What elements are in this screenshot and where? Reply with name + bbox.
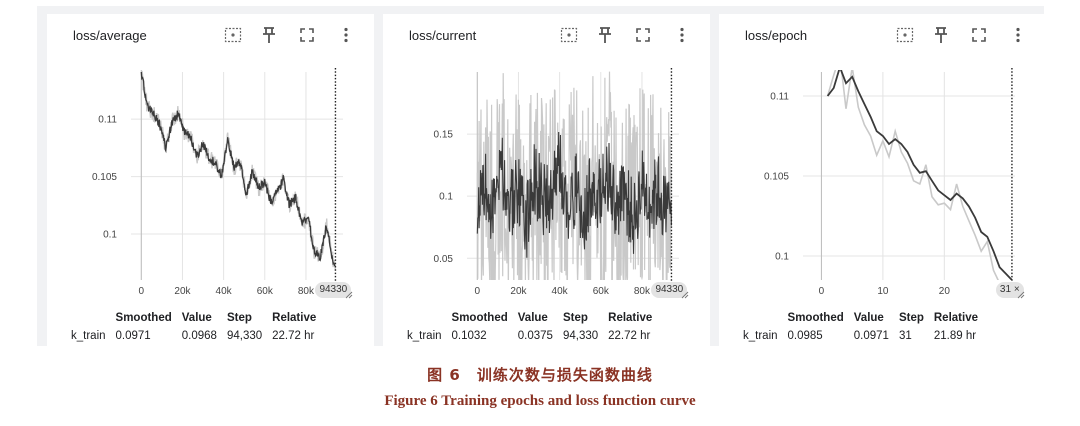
chart-card: loss/epoch 0 10 20 0.1 0.105 0.11 31 × Smoothed V… xyxy=(719,14,1046,346)
stats-column-header: Step xyxy=(226,312,252,324)
x-tick-label: 40k xyxy=(216,286,233,297)
stats-step-cell: 94,330 xyxy=(226,330,263,342)
x-tick-label: 20 xyxy=(939,286,951,297)
stats-value-cell: 0.0971 xyxy=(853,330,889,342)
stats-relative-cell: 22.72 hr xyxy=(272,330,315,342)
stats-smoothed-cell: 0.1032 xyxy=(451,330,487,342)
stats-column-header: Relative xyxy=(272,312,317,324)
stats-column-header: Relative xyxy=(608,312,653,324)
run-stats-table: Smoothed Value Step Relative k_train 0.1032 0.… xyxy=(407,312,657,342)
more-vert-icon[interactable] xyxy=(336,25,356,45)
y-tick-label: 0.1 xyxy=(775,252,789,263)
stats-column-header xyxy=(743,312,783,330)
resize-handle-icon[interactable] xyxy=(679,286,689,299)
smoothed-series-line xyxy=(476,131,672,258)
fit-domain-icon[interactable] xyxy=(223,25,243,45)
x-tick-label: 0 xyxy=(475,286,481,297)
step-marker-label: 31 × xyxy=(995,282,1024,298)
stats-value-cell: 0.0375 xyxy=(517,330,553,342)
y-tick-label: 0.1 xyxy=(103,230,117,241)
stats-column-header: Smoothed xyxy=(787,312,844,324)
stats-column-header xyxy=(71,312,111,330)
stats-column-header: Value xyxy=(517,312,548,324)
y-tick-label: 0.105 xyxy=(92,172,117,183)
fit-domain-icon[interactable] xyxy=(895,25,915,45)
stats-value-cell: 0.0968 xyxy=(181,330,217,342)
pin-icon[interactable] xyxy=(595,25,615,45)
x-tick-label: 60k xyxy=(257,286,274,297)
table-row: k_train 0.0985 0.0971 31 21.89 hr xyxy=(743,330,983,342)
chart-card-title: loss/current xyxy=(409,28,477,43)
figure-caption-chinese: 图 6 训练次数与损失函数曲线 xyxy=(427,366,653,384)
x-tick-label: 80k xyxy=(634,286,651,297)
y-tick-label: 0.11 xyxy=(98,115,117,126)
chart-card: loss/average 0 20k 40k 60k 80k 0.1 0.105 0.11 943… xyxy=(47,14,374,346)
stats-column-header: Value xyxy=(853,312,884,324)
line-chart[interactable]: 0 10 20 0.1 0.105 0.11 xyxy=(719,14,1046,304)
chart-card: loss/current 0 20k 40k 60k 80k 0.05 0.1 0.15 9433… xyxy=(383,14,710,346)
stats-column-header xyxy=(407,312,447,330)
stats-column-header: Step xyxy=(562,312,588,324)
stats-step-cell: 31 xyxy=(898,330,912,342)
y-tick-label: 0.105 xyxy=(764,172,789,183)
line-chart[interactable]: 0 20k 40k 60k 80k 0.1 0.105 0.11 xyxy=(47,14,374,304)
more-vert-icon[interactable] xyxy=(672,25,692,45)
more-vert-icon[interactable] xyxy=(1008,25,1028,45)
step-marker-label: 94330 xyxy=(651,282,688,298)
stats-column-header: Relative xyxy=(933,312,978,324)
chart-card-title: loss/average xyxy=(73,28,147,43)
x-tick-label: 0 xyxy=(139,286,145,297)
smoothed-series-line xyxy=(826,70,1013,280)
x-tick-label: 10 xyxy=(877,286,889,297)
stats-run-cell: k_train xyxy=(743,330,778,342)
stats-column-header: Smoothed xyxy=(115,312,172,324)
stats-relative-cell: 21.89 hr xyxy=(933,330,977,342)
stats-run-cell: k_train xyxy=(71,330,106,342)
y-tick-label: 0.11 xyxy=(770,92,789,103)
pin-icon[interactable] xyxy=(259,25,279,45)
x-tick-label: 0 xyxy=(819,286,825,297)
raw-series-line xyxy=(826,70,999,280)
fit-domain-icon[interactable] xyxy=(559,25,579,45)
step-marker-label: 94330 xyxy=(315,282,352,298)
resize-handle-icon[interactable] xyxy=(343,286,353,299)
stats-run-cell: k_train xyxy=(407,330,442,342)
stats-column-header: Value xyxy=(181,312,212,324)
stats-smoothed-cell: 0.0971 xyxy=(115,330,151,342)
stats-relative-cell: 22.72 hr xyxy=(608,330,651,342)
x-tick-label: 60k xyxy=(593,286,610,297)
resize-handle-icon[interactable] xyxy=(1015,286,1025,299)
raw-series-line xyxy=(476,71,672,280)
stats-column-header: Step xyxy=(898,312,924,324)
y-tick-label: 0.1 xyxy=(439,192,453,203)
run-stats-table: Smoothed Value Step Relative k_train 0.0985 0.… xyxy=(743,312,983,342)
x-tick-label: 40k xyxy=(552,286,569,297)
fullscreen-icon[interactable] xyxy=(297,25,317,45)
pin-icon[interactable] xyxy=(931,25,951,45)
x-tick-label: 80k xyxy=(298,286,315,297)
y-tick-label: 0.05 xyxy=(434,254,454,265)
smoothed-series-line xyxy=(140,71,336,267)
stats-step-cell: 94,330 xyxy=(562,330,599,342)
stats-smoothed-cell: 0.0985 xyxy=(787,330,823,342)
figure-caption-english: Figure 6 Training epochs and loss functi… xyxy=(384,393,696,409)
table-row: k_train 0.0971 0.0968 94,330 22.72 hr xyxy=(71,330,321,342)
stats-column-header: Smoothed xyxy=(451,312,508,324)
x-tick-label: 20k xyxy=(510,286,527,297)
run-stats-table: Smoothed Value Step Relative k_train 0.0971 0.… xyxy=(71,312,321,342)
line-chart[interactable]: 0 20k 40k 60k 80k 0.05 0.1 0.15 xyxy=(383,14,710,304)
fullscreen-icon[interactable] xyxy=(633,25,653,45)
fullscreen-icon[interactable] xyxy=(969,25,989,45)
y-tick-label: 0.15 xyxy=(434,130,454,141)
x-tick-label: 20k xyxy=(174,286,191,297)
table-row: k_train 0.1032 0.0375 94,330 22.72 hr xyxy=(407,330,657,342)
chart-card-title: loss/epoch xyxy=(745,28,808,43)
